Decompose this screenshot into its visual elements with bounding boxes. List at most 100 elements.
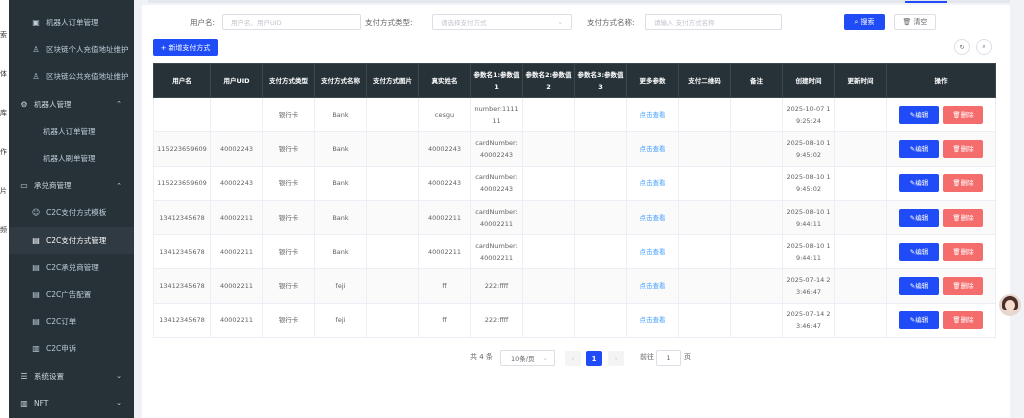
table-cell: ✎ 编辑 🗑 删除 — [886, 96, 996, 133]
sidebar-item[interactable]: ▥ C2C申诉 — [9, 335, 134, 362]
trash-icon: 🗑 — [952, 144, 961, 153]
view-more-link[interactable]: 点击查看 — [639, 213, 666, 222]
sidebar-item[interactable]: ▤ C2C支付方式管理 — [9, 226, 134, 254]
table-cell — [834, 131, 887, 167]
chevron-up-icon: ⌃ — [116, 181, 122, 190]
edge-text: 索 — [0, 31, 7, 39]
sidebar-item[interactable]: ▤ C2C承兑商管理 — [9, 254, 134, 281]
refresh-icon[interactable]: ↻ — [954, 39, 970, 55]
edit-button[interactable]: ✎ 编辑 — [899, 311, 939, 330]
view-more-link[interactable]: 点击查看 — [639, 179, 666, 188]
goto-label: 前往 — [640, 353, 654, 361]
table-cell — [834, 302, 887, 339]
table-cell — [366, 165, 419, 201]
column-header: 创建时间 — [782, 63, 835, 98]
sidebar-item[interactable]: ▣ 机器人订单管理 — [9, 9, 134, 36]
page-size-select[interactable]: 10条/页 ⌄ — [500, 350, 555, 366]
table-cell — [678, 302, 731, 339]
delete-button[interactable]: 🗑 删除 — [943, 311, 983, 330]
button-label: 编辑 — [915, 282, 929, 291]
table-cell — [574, 234, 627, 270]
edit-button[interactable]: ✎ 编辑 — [899, 208, 939, 227]
view-more-link[interactable]: 点击查看 — [639, 282, 666, 291]
table-cell: 银行卡 — [262, 302, 315, 339]
delete-button[interactable]: 🗑 删除 — [943, 174, 983, 193]
edit-button[interactable]: ✎ 编辑 — [899, 139, 939, 158]
column-header: 支付方式图片 — [366, 63, 419, 98]
sidebar-item[interactable]: 机器人订单管理 — [9, 118, 134, 145]
sidebar-item-label: C2C承兑商管理 — [46, 262, 99, 272]
sidebar-item[interactable]: ▭ 承兑商管理 ⌃ — [9, 172, 134, 199]
delete-button[interactable]: 🗑 删除 — [943, 208, 983, 227]
view-more-link[interactable]: 点击查看 — [639, 247, 666, 256]
view-more-link[interactable]: 点击查看 — [639, 110, 666, 119]
edit-button[interactable]: ✎ 编辑 — [899, 242, 939, 261]
table-cell — [730, 131, 783, 167]
list-icon: ☰ — [20, 371, 28, 381]
delete-button[interactable]: 🗑 删除 — [943, 277, 983, 296]
assistant-avatar[interactable] — [999, 294, 1021, 316]
page-1-button[interactable]: 1 — [586, 351, 602, 366]
clear-button[interactable]: 🗑 清空 — [894, 14, 936, 30]
goto-page-input[interactable]: 1 — [656, 350, 681, 366]
sidebar-item[interactable]: ♙ 区块链公共充值地址维护 — [9, 63, 134, 90]
edit-icon: ✎ — [909, 247, 916, 256]
scrollbar[interactable] — [1010, 0, 1024, 418]
sidebar-item[interactable]: 机器人刷单管理 — [9, 145, 134, 172]
table-cell: 银行卡 — [262, 199, 315, 236]
robot-order-icon: ▣ — [32, 18, 40, 27]
table-row: 13412345678 40002211 银行卡 Bank 40002211 cardNu… — [153, 234, 996, 270]
table-cell: 2025-07-14 23:46:47 — [782, 302, 835, 339]
column-header: 支付方式类型 — [262, 63, 315, 98]
chart-icon: ▥ — [20, 398, 28, 408]
next-page-button[interactable]: › — [608, 351, 624, 366]
sidebar-item[interactable]: ▤ C2C广告配置 — [9, 281, 134, 308]
sidebar-item[interactable]: ▤ C2C订单 — [9, 308, 134, 335]
view-more-link[interactable]: 点击查看 — [639, 316, 666, 325]
edit-button[interactable]: ✎ 编辑 — [899, 174, 939, 193]
table-row: 115223659609 40002243 银行卡 Bank 40002243 cardN… — [153, 131, 996, 167]
table-cell: 银行卡 — [262, 268, 315, 304]
active-tab-indicator — [905, 1, 947, 3]
table-cell — [574, 131, 627, 167]
sidebar-item[interactable]: ☰ 系统设置 ⌄ — [9, 362, 134, 390]
sidebar-item[interactable]: ☺ C2C支付方式模板 — [9, 199, 134, 226]
column-header: 更多参数 — [626, 63, 679, 98]
edit-button[interactable]: ✎ 编辑 — [899, 277, 939, 296]
plus-icon: + — [160, 43, 167, 52]
type-label: 支付方式类型: — [365, 18, 413, 27]
table-cell — [678, 199, 731, 236]
table-cell — [522, 268, 575, 304]
sidebar-item[interactable]: ▥ NFT ⌄ — [9, 389, 134, 417]
table-cell: 13412345678 — [153, 302, 211, 339]
delete-button[interactable]: 🗑 删除 — [943, 139, 983, 158]
chevron-down-icon: ⌄ — [557, 18, 563, 26]
view-more-link[interactable]: 点击查看 — [639, 144, 666, 153]
add-payment-method-button[interactable]: + 新增支付方式 — [153, 39, 218, 56]
trash-icon: 🗑 — [952, 282, 961, 291]
table-cell — [678, 234, 731, 270]
table-cell — [366, 302, 419, 339]
delete-button[interactable]: 🗑 删除 — [943, 105, 983, 124]
table-cell: 银行卡 — [262, 165, 315, 201]
search-toggle-icon[interactable]: ⌕ — [976, 39, 992, 55]
table-cell — [574, 268, 627, 304]
delete-button[interactable]: 🗑 删除 — [943, 242, 983, 261]
table-cell — [678, 131, 731, 167]
edge-text: 片 — [0, 187, 7, 195]
table-cell — [678, 96, 731, 133]
search-icon: ⌕ — [854, 17, 859, 26]
prev-page-button[interactable]: ‹ — [565, 351, 581, 366]
table-row: 115223659609 40002243 银行卡 Bank 40002243 cardN… — [153, 165, 996, 201]
username-input[interactable]: 用户名、用户UID — [222, 14, 361, 30]
name-input[interactable]: 请输入 支付方式名称 — [645, 14, 782, 30]
sidebar-item[interactable]: ♙ 区块链个人充值地址维护 — [9, 36, 134, 63]
table-cell: 115223659609 — [153, 131, 211, 167]
table-cell: 40002211 — [210, 302, 263, 339]
type-select[interactable]: 请选择支付方式 ⌄ — [432, 14, 572, 30]
search-button[interactable]: ⌕ 搜索 — [844, 14, 885, 30]
edit-button[interactable]: ✎ 编辑 — [899, 105, 939, 124]
table-cell: cardNumber:40002243 — [470, 131, 523, 167]
sidebar-item[interactable]: ⚙ 机器人管理 ⌃ — [9, 91, 134, 118]
button-label: 编辑 — [915, 247, 929, 256]
